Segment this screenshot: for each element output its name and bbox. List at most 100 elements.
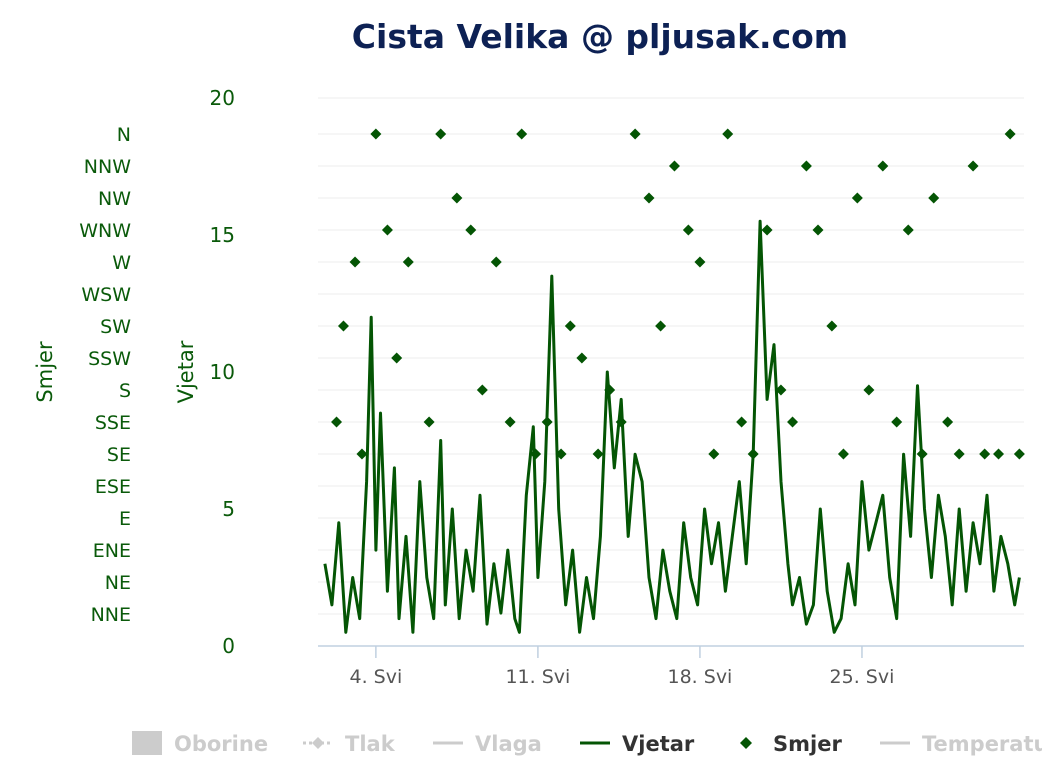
smjer-point xyxy=(655,320,667,332)
smjer-point xyxy=(837,448,849,460)
smjer-point xyxy=(504,416,516,428)
smjer-point xyxy=(337,320,349,332)
legend-symbol-marker xyxy=(312,737,324,749)
y-tick-label: 10 xyxy=(210,360,235,384)
smjer-point xyxy=(812,224,824,236)
smjer-point xyxy=(1013,448,1025,460)
smjer-point xyxy=(643,192,655,204)
smjer-point xyxy=(435,128,447,140)
smjer-point xyxy=(775,384,787,396)
smjer-point xyxy=(490,256,502,268)
direction-tick-label: NE xyxy=(105,572,131,594)
smjer-point xyxy=(356,448,368,460)
smjer-point xyxy=(349,256,361,268)
y-axis-labels: 0 5 10 15 20 xyxy=(210,86,235,658)
legend-label: Vjetar xyxy=(622,732,695,756)
direction-axis-title: Smjer xyxy=(33,341,57,403)
legend-label: Oborine xyxy=(174,732,268,756)
legend-item-temperatura[interactable]: Temperatura xyxy=(880,732,1042,756)
smjer-point xyxy=(576,352,588,364)
legend-item-tlak[interactable]: Tlak xyxy=(303,732,396,756)
legend-item-oborine[interactable]: Oborine xyxy=(132,731,268,756)
smjer-point xyxy=(747,448,759,460)
y-tick-label: 0 xyxy=(222,634,235,658)
smjer-point xyxy=(993,448,1005,460)
direction-tick-label: SW xyxy=(100,316,131,338)
smjer-point xyxy=(863,384,875,396)
direction-tick-label: SSE xyxy=(95,412,131,434)
legend-item-smjer[interactable]: Smjer xyxy=(740,732,842,756)
smjer-point xyxy=(391,352,403,364)
smjer-point xyxy=(967,160,979,172)
legend-label: Smjer xyxy=(773,732,842,756)
direction-tick-label: S xyxy=(119,380,131,402)
smjer-point xyxy=(604,384,616,396)
smjer-point xyxy=(708,448,720,460)
legend-item-vlaga[interactable]: Vlaga xyxy=(433,732,542,756)
smjer-point xyxy=(736,416,748,428)
direction-tick-label: SSW xyxy=(88,348,131,370)
smjer-point xyxy=(331,416,343,428)
smjer-point xyxy=(761,224,773,236)
smjer-point xyxy=(615,416,627,428)
smjer-point xyxy=(826,320,838,332)
smjer-point xyxy=(800,160,812,172)
legend-label: Vlaga xyxy=(475,732,542,756)
direction-tick-label: E xyxy=(119,508,131,530)
smjer-point xyxy=(902,224,914,236)
smjer-point xyxy=(877,160,889,172)
y-tick-label: 15 xyxy=(210,223,235,247)
x-tick-label: 11. Svi xyxy=(505,666,570,688)
smjer-point xyxy=(722,128,734,140)
smjer-point xyxy=(787,416,799,428)
direction-tick-label: N xyxy=(117,124,131,146)
direction-tick-label: NNW xyxy=(84,156,131,178)
smjer-point xyxy=(979,448,991,460)
smjer-point xyxy=(381,224,393,236)
smjer-point xyxy=(851,192,863,204)
smjer-point xyxy=(942,416,954,428)
direction-tick-label: NNE xyxy=(91,604,131,626)
smjer-point xyxy=(530,448,542,460)
direction-tick-label: ENE xyxy=(93,540,131,562)
legend-symbol xyxy=(132,731,162,755)
smjer-point xyxy=(465,224,477,236)
legend-label: Tlak xyxy=(345,732,396,756)
smjer-point xyxy=(953,448,965,460)
x-tick-label: 18. Svi xyxy=(668,666,733,688)
smjer-point xyxy=(916,448,928,460)
smjer-point xyxy=(402,256,414,268)
legend: Oborine Tlak Vlaga Vjetar Smjer Temperatura xyxy=(132,731,1042,756)
direction-tick-label: SE xyxy=(107,444,131,466)
smjer-point xyxy=(451,192,463,204)
x-tick-label: 25. Svi xyxy=(830,666,895,688)
y-tick-label: 5 xyxy=(222,497,235,521)
plot-area xyxy=(323,128,1025,634)
smjer-point xyxy=(694,256,706,268)
smjer-point xyxy=(682,224,694,236)
y-axis-title: Vjetar xyxy=(174,340,198,403)
direction-tick-label: NW xyxy=(98,188,131,210)
chart-title: Cista Velika @ pljusak.com xyxy=(352,17,848,56)
legend-symbol xyxy=(740,737,752,749)
direction-axis-labels: NNE NE ENE E ESE SE SSE S SSW SW WSW W WNW NW NNW N xyxy=(79,124,131,626)
smjer-point xyxy=(1004,128,1016,140)
x-axis-ticks: 4. Svi 11. Svi 18. Svi 25. Svi xyxy=(349,646,894,688)
direction-tick-label: WSW xyxy=(81,284,131,306)
legend-item-vjetar[interactable]: Vjetar xyxy=(580,732,695,756)
smjer-point xyxy=(516,128,528,140)
smjer-point xyxy=(592,448,604,460)
smjer-point xyxy=(629,128,641,140)
y-tick-label: 20 xyxy=(210,86,235,110)
smjer-point xyxy=(476,384,488,396)
series-points-smjer xyxy=(331,128,1025,460)
smjer-point xyxy=(668,160,680,172)
smjer-point xyxy=(541,416,553,428)
direction-tick-label: WNW xyxy=(79,220,131,242)
smjer-point xyxy=(370,128,382,140)
x-tick-label: 4. Svi xyxy=(349,666,402,688)
smjer-point xyxy=(423,416,435,428)
legend-label: Temperatura xyxy=(922,732,1042,756)
smjer-point xyxy=(555,448,567,460)
